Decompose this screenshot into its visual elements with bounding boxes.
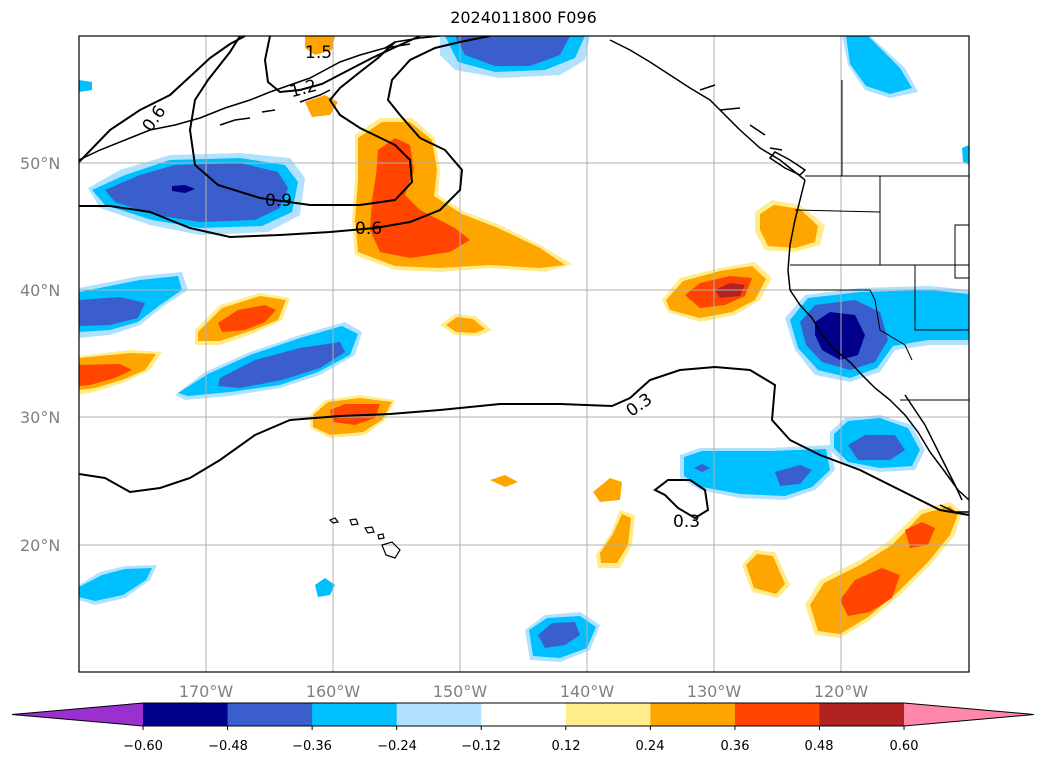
- contour-label-0-9: 0.9: [265, 191, 292, 211]
- anomaly-negative-160w: [175, 322, 362, 400]
- anomaly-negative-173w: [79, 565, 157, 605]
- colorbar-tick-label: −0.60: [123, 739, 163, 754]
- colorbar-segment: [481, 703, 567, 726]
- hawaii-islands: [328, 517, 401, 559]
- anomaly-positive-140w-b-core: [600, 514, 631, 563]
- colorbar-segment: [312, 703, 398, 726]
- lon-label-120w: 120°W: [814, 682, 869, 701]
- colorbar-tick-label: 0.48: [805, 739, 834, 754]
- anomaly-positive-southeast: [805, 502, 962, 638]
- contour-lines: [79, 36, 969, 520]
- lat-label-50n: 50°N: [20, 154, 60, 173]
- colorbar: [11, 702, 1035, 730]
- colorbar-ticks: −0.60 −0.48 −0.36 −0.24 −0.12 0.12 0.24 …: [123, 739, 918, 754]
- anomaly-negative-california: [785, 286, 969, 382]
- colorbar-tick-label: 0.24: [636, 739, 665, 754]
- colorbar-tick-label: −0.48: [208, 739, 248, 754]
- anomaly-positive-tiny: [490, 475, 518, 487]
- colorbar-segment: [734, 703, 820, 726]
- colorbar-tick-label: −0.24: [377, 739, 417, 754]
- colorbar-extend-max: [904, 703, 1034, 726]
- colorbar-segment: [650, 703, 736, 726]
- contour-label-0-6: 0.6: [355, 219, 382, 239]
- map-frame: [78, 35, 970, 673]
- lat-label-40n: 40°N: [20, 281, 60, 300]
- colorbar-segment: [396, 703, 482, 726]
- anomaly-positive-top: [305, 36, 335, 55]
- colorbar-segment: [565, 703, 651, 726]
- lat-label-30n: 30°N: [20, 408, 60, 427]
- anomaly-positive-168w: [195, 293, 290, 345]
- anomaly-negative-143w: [525, 612, 600, 662]
- colorbar-segment: [227, 703, 313, 726]
- political-borders: [790, 80, 969, 401]
- anomaly-negative-hawaii: [315, 578, 335, 597]
- colorbar-tick-label: 0.12: [552, 739, 581, 754]
- anomaly-negative-edge: [79, 80, 92, 92]
- colorbar-tick-label: 0.36: [721, 739, 750, 754]
- anomaly-negative-128w: [680, 445, 835, 500]
- colorbar-tick-label: −0.12: [461, 739, 501, 754]
- anomaly-negative-north: [440, 36, 590, 78]
- lon-label-130w: 130°W: [687, 682, 742, 701]
- lat-label-20n: 20°N: [20, 536, 60, 555]
- anomaly-positive-130w: [662, 262, 772, 322]
- colorbar-extend-min: [12, 703, 143, 726]
- anomaly-positive-175w: [79, 350, 162, 395]
- colorbar-tick-label: 0.60: [890, 739, 919, 754]
- lon-label-160w: 160°W: [306, 682, 361, 701]
- contour-label-1-5: 1.5: [305, 43, 332, 63]
- lon-label-170w: 170°W: [179, 682, 234, 701]
- lon-label-150w: 150°W: [433, 682, 488, 701]
- gridlines: [79, 36, 969, 672]
- map-title: 2024011800 F096: [450, 8, 597, 27]
- colorbar-segment: [143, 703, 229, 726]
- anomaly-positive-140w-a: [593, 478, 622, 502]
- anomaly-positive-oregon: [755, 200, 825, 252]
- colorbar-tick-label: −0.36: [292, 739, 332, 754]
- map-area: 1.5 1.2 0.6 0.9 0.6 0.3 0.3: [79, 36, 969, 672]
- anomaly-positive-126w-core: [746, 554, 785, 594]
- contour-label-0-3-b: 0.3: [673, 512, 700, 532]
- anomaly-negative-baja: [830, 415, 925, 472]
- anomaly-positive-150w-core: [446, 317, 485, 333]
- colorbar-segment: [819, 703, 905, 726]
- lon-label-140w: 140°W: [560, 682, 615, 701]
- anomaly-negative-canada: [842, 36, 969, 165]
